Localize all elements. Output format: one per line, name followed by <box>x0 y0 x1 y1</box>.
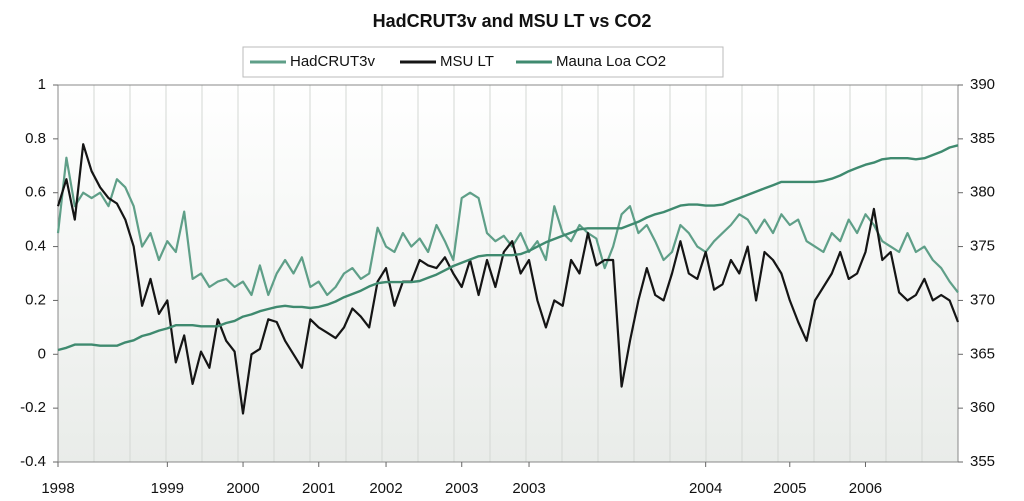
y-tick-label: 0.4 <box>25 238 46 255</box>
y2-tick-label: 360 <box>970 399 995 416</box>
y-tick-label: 1 <box>38 76 46 93</box>
x-tick-label: 1998 <box>41 480 74 497</box>
y-tick-label: -0.2 <box>20 399 46 416</box>
x-tick-label: 2004 <box>689 480 722 497</box>
y-tick-label: -0.4 <box>20 453 46 470</box>
series-line <box>56 156 959 297</box>
chart-title: HadCRUT3v and MSU LT vs CO2 <box>373 11 652 31</box>
y2-tick-label: 365 <box>970 345 995 362</box>
series-line <box>56 143 960 415</box>
plot-border <box>57 84 959 463</box>
x-tick-label: 2000 <box>226 480 259 497</box>
x-tick-label: 1999 <box>151 480 184 497</box>
y2-tick-label: 370 <box>970 291 995 308</box>
plot-area <box>58 85 958 462</box>
x-tick-label: 2003 <box>512 480 545 497</box>
x-tick-label: 2003 <box>445 480 478 497</box>
x-tick-label: 2006 <box>849 480 882 497</box>
series-line <box>57 144 959 352</box>
y-tick-label: 0.2 <box>25 291 46 308</box>
legend <box>242 46 724 78</box>
y2-tick-label: 355 <box>970 453 995 470</box>
y2-tick-label: 390 <box>970 76 995 93</box>
legend-label: Mauna Loa CO2 <box>556 53 666 70</box>
y2-tick-label: 380 <box>970 184 995 201</box>
legend-label: MSU LT <box>440 53 494 70</box>
y2-tick-label: 385 <box>970 130 995 147</box>
x-tick-label: 2002 <box>369 480 402 497</box>
y-tick-label: 0 <box>38 345 46 362</box>
y-tick-label: 0.6 <box>25 184 46 201</box>
legend-label: HadCRUT3v <box>290 53 376 70</box>
x-tick-label: 2001 <box>302 480 335 497</box>
y2-tick-label: 375 <box>970 238 995 255</box>
y-tick-label: 0.8 <box>25 130 46 147</box>
x-tick-label: 2005 <box>773 480 806 497</box>
